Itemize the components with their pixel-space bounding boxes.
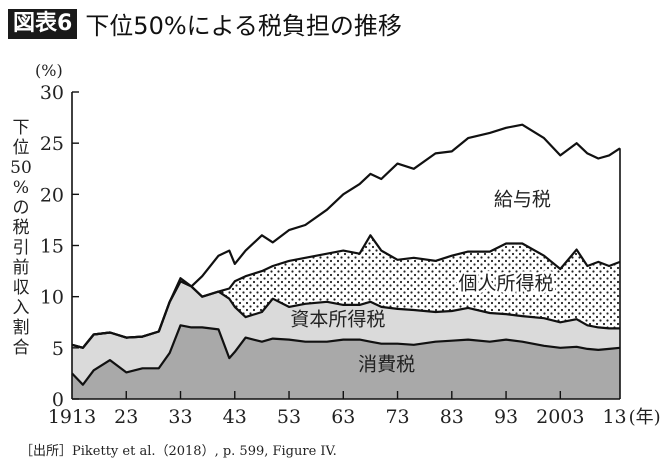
x-tick-label: 93 xyxy=(494,406,518,428)
x-tick-label: 33 xyxy=(168,406,192,428)
x-tick-label: 1913 xyxy=(48,406,96,428)
x-tick-label: 43 xyxy=(223,406,247,428)
payroll-tax-label: 給与税 xyxy=(494,189,551,211)
consumption-tax-area xyxy=(72,325,620,399)
axes: 0 5 10 15 20 25 30 (%) 1913 23 33 43 53 63 73 83 93 2003 1… xyxy=(35,61,661,428)
source-note: ［出所］Piketty et al.（2018）, p. 599, Figure… xyxy=(20,444,337,459)
y-tick-label: 0 xyxy=(52,389,64,411)
y-tick-label: 20 xyxy=(40,184,64,206)
consumption-tax-label: 消費税 xyxy=(358,353,415,375)
y-tick-label: 5 xyxy=(52,338,64,360)
x-tick-label: 63 xyxy=(331,406,355,428)
x-tick-label: 23 xyxy=(114,406,138,428)
x-tick-label: 73 xyxy=(385,406,409,428)
x-tick-label: 83 xyxy=(440,406,464,428)
y-unit-label: (%) xyxy=(35,61,63,80)
consumption-tax-line xyxy=(71,324,621,386)
y-axis-label: 下位 50% の税引前収入割合 xyxy=(10,118,32,358)
x-tick-label: 13 xyxy=(602,406,626,428)
x-unit-label: (年) xyxy=(629,407,661,428)
x-tick-label: 2003 xyxy=(536,406,584,428)
y-tick-label: 30 xyxy=(40,82,64,104)
y-tick-label: 25 xyxy=(40,133,64,155)
x-tick-label: 53 xyxy=(277,406,301,428)
y-tick-label: 15 xyxy=(40,236,64,258)
area-layers xyxy=(71,123,621,399)
payroll-tax-line xyxy=(71,123,621,349)
y-tick-label: 10 xyxy=(40,287,64,309)
series-labels: 消費税 資本所得税 個人所得税 給与税 xyxy=(290,189,556,376)
chart-title: 下位50%による税負担の推移 xyxy=(85,12,402,40)
capital-income-tax-label: 資本所得税 xyxy=(290,308,385,330)
personal-income-tax-label: 個人所得税 xyxy=(459,273,554,295)
figure-header: 図表6 下位50%による税負担の推移 xyxy=(8,6,402,41)
figure-label: 図表6 xyxy=(8,8,78,39)
